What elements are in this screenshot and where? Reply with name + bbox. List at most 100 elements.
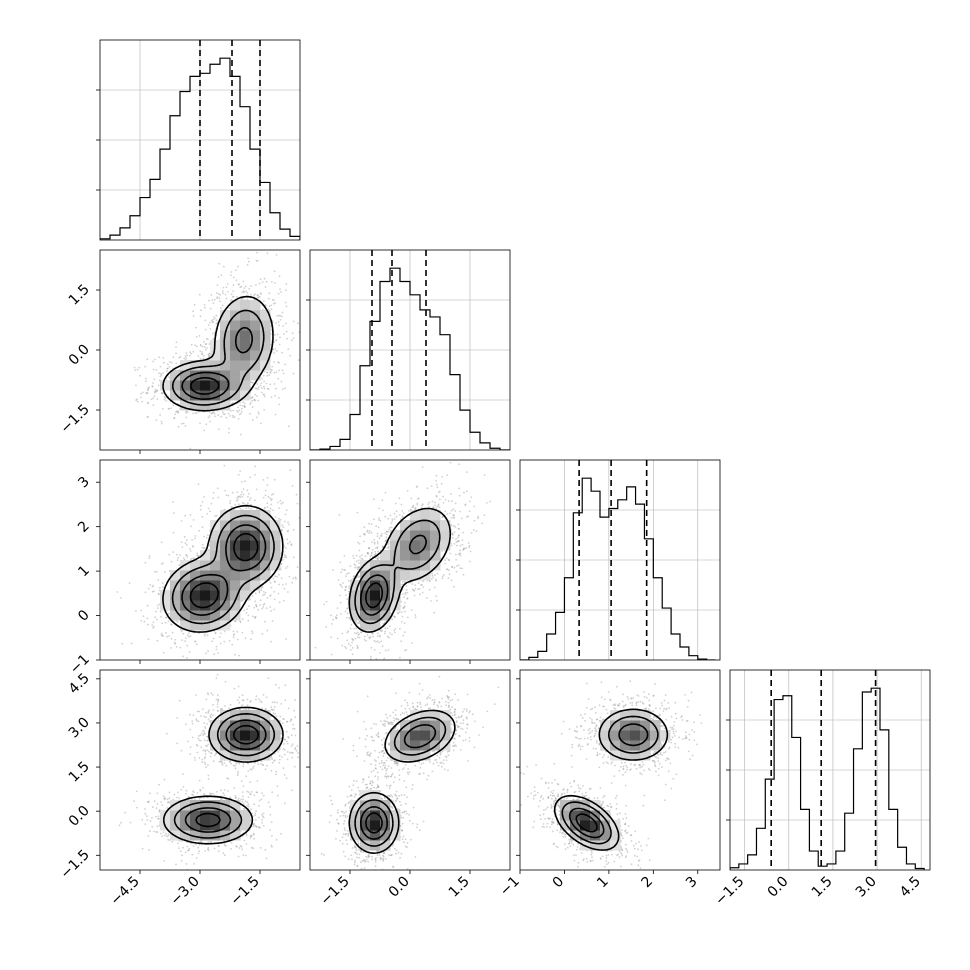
sample-point	[349, 644, 352, 647]
sample-point	[173, 417, 175, 419]
sample-point	[403, 622, 406, 624]
sample-point	[458, 534, 460, 537]
sample-point	[372, 635, 374, 638]
sample-point	[292, 577, 295, 580]
sample-point	[134, 369, 137, 371]
sample-point	[212, 338, 215, 341]
sample-point	[208, 352, 211, 355]
sample-point	[279, 288, 281, 291]
sample-point	[210, 412, 213, 415]
density-cell	[220, 600, 231, 611]
density-cell	[270, 530, 281, 541]
sample-point	[229, 502, 231, 505]
sample-point	[219, 293, 222, 296]
sample-point	[381, 630, 384, 632]
sample-point	[180, 630, 183, 633]
sample-point	[335, 616, 338, 619]
sample-point	[207, 534, 209, 536]
sample-point	[189, 514, 192, 516]
sample-point	[152, 626, 154, 629]
density-cell	[190, 380, 201, 391]
sample-point	[180, 541, 183, 544]
density-cell	[220, 310, 231, 321]
sample-point	[259, 599, 262, 602]
density-cell	[190, 590, 201, 601]
sample-point	[236, 491, 239, 494]
sample-point	[146, 402, 149, 405]
sample-point	[273, 340, 275, 343]
sample-point	[292, 528, 295, 531]
sample-point	[378, 507, 381, 510]
sample-point	[256, 395, 258, 397]
density-cell	[170, 590, 181, 601]
sample-point	[165, 616, 168, 619]
density-cell	[160, 590, 171, 601]
density-cell	[190, 580, 201, 591]
sample-point	[268, 292, 271, 295]
sample-point	[197, 355, 200, 357]
density-cell	[190, 360, 201, 371]
sample-point	[373, 649, 376, 651]
axes-frame	[519, 459, 721, 661]
sample-point	[458, 494, 461, 497]
density-cell	[170, 610, 181, 621]
sample-point	[152, 368, 155, 371]
sample-point	[404, 649, 406, 652]
sample-point	[364, 555, 367, 557]
density-cell	[240, 380, 251, 391]
sample-point	[274, 516, 277, 518]
sample-point	[345, 575, 347, 578]
sample-point	[345, 585, 347, 588]
sample-point	[283, 545, 286, 548]
sample-point	[387, 649, 390, 651]
sample-point	[285, 567, 287, 569]
sample-point	[157, 604, 159, 607]
sample-point	[323, 603, 326, 606]
sample-point	[143, 620, 146, 623]
sample-point	[204, 633, 206, 636]
sample-point	[262, 300, 265, 302]
sample-point	[346, 607, 349, 609]
sample-point	[140, 609, 143, 612]
sample-point	[240, 285, 243, 288]
sample-point	[417, 588, 420, 590]
sample-point	[257, 609, 260, 611]
sample-point	[266, 506, 269, 509]
sample-point	[163, 395, 166, 398]
sample-point	[256, 508, 258, 510]
sample-point	[377, 555, 379, 558]
sample-point	[243, 405, 246, 407]
sample-point	[221, 290, 224, 292]
sample-point	[463, 547, 466, 550]
sample-point	[256, 294, 259, 296]
sample-point	[269, 497, 271, 500]
sample-point	[368, 530, 371, 533]
density-cell	[230, 370, 241, 381]
sample-point	[403, 606, 406, 609]
sample-point	[155, 570, 158, 573]
sample-point	[251, 396, 254, 399]
density-cell	[220, 370, 231, 381]
sample-point	[256, 383, 259, 385]
sample-point	[376, 532, 379, 535]
density-cell	[190, 370, 201, 381]
sample-point	[175, 346, 177, 348]
sample-point	[249, 412, 251, 415]
sample-point	[227, 494, 230, 497]
sample-point	[284, 513, 287, 516]
sample-point	[222, 413, 225, 416]
sample-point	[404, 602, 406, 604]
sample-point	[477, 517, 479, 520]
sample-point	[275, 371, 278, 374]
sample-point	[399, 656, 401, 659]
sample-point	[179, 554, 181, 556]
sample-point	[384, 630, 387, 633]
sample-point	[404, 580, 406, 582]
sample-point	[178, 356, 181, 359]
sample-point	[381, 645, 384, 648]
sample-point	[161, 453, 163, 455]
sample-point	[237, 473, 240, 476]
sample-point	[346, 598, 348, 601]
sample-point	[281, 369, 284, 372]
sample-point	[159, 372, 162, 375]
